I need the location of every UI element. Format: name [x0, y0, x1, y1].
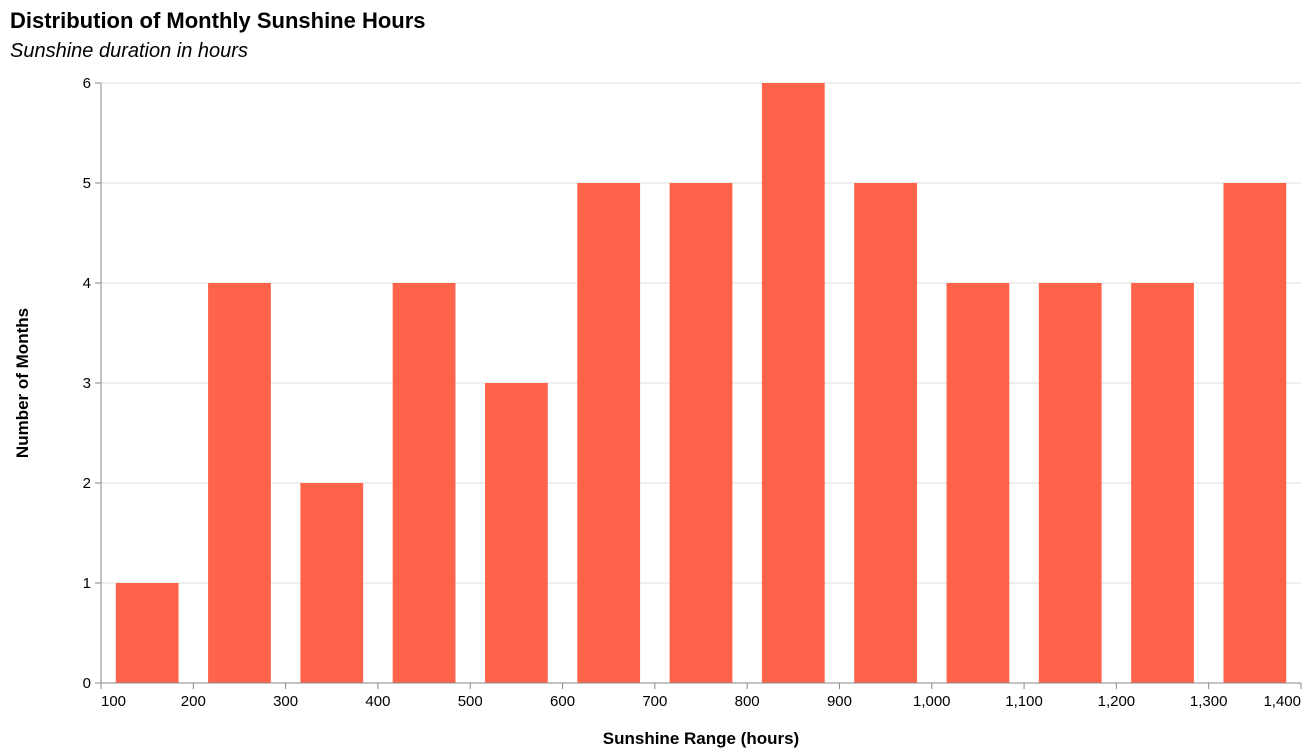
histogram-bar: [946, 283, 1010, 683]
chart-subtitle: Sunshine duration in hours: [10, 40, 248, 62]
x-tick-label: 1,300: [1190, 693, 1228, 710]
x-tick-label: 1,400: [1263, 693, 1301, 710]
y-tick-label: 6: [83, 75, 91, 92]
x-tick-label: 500: [458, 693, 483, 710]
histogram-bar: [761, 83, 825, 683]
y-tick-label: 1: [83, 575, 91, 592]
histogram-bar: [1131, 283, 1194, 683]
x-tick-label: 1,200: [1098, 693, 1136, 710]
histogram-bar: [854, 183, 917, 683]
x-tick-label: 300: [273, 693, 298, 710]
histogram-bar: [577, 183, 641, 683]
histogram-bar: [1223, 183, 1287, 683]
y-axis-title: Number of Months: [13, 308, 32, 458]
x-tick-label: 100: [101, 693, 126, 710]
y-tick-label: 5: [83, 175, 91, 192]
y-tick-label: 4: [83, 275, 91, 292]
x-tick-label: 200: [181, 693, 206, 710]
x-tick-label: 1,100: [1005, 693, 1043, 710]
y-tick-label: 2: [83, 475, 91, 492]
histogram-bar: [115, 583, 179, 683]
histogram-bar: [485, 383, 548, 683]
histogram-bar: [300, 483, 364, 683]
histogram-bar: [1038, 283, 1102, 683]
x-tick-label: 700: [642, 693, 667, 710]
histogram-bar: [208, 283, 271, 683]
y-tick-label: 0: [83, 675, 91, 692]
y-tick-label: 3: [83, 375, 91, 392]
x-tick-label: 600: [550, 693, 575, 710]
x-tick-label: 1,000: [913, 693, 951, 710]
axis-layer: 0 1 2 3 4 5 6 100 200 300 400 500 600 700 800 900 1,000 1…: [83, 75, 1302, 710]
x-axis-title: Sunshine Range (hours): [603, 729, 799, 748]
x-tick-label: 800: [735, 693, 760, 710]
x-tick-label: 900: [827, 693, 852, 710]
histogram-bar: [392, 283, 456, 683]
bar-layer: [115, 83, 1287, 683]
histogram-bar: [669, 183, 733, 683]
x-tick-label: 400: [365, 693, 390, 710]
chart-title: Distribution of Monthly Sunshine Hours: [10, 8, 426, 33]
